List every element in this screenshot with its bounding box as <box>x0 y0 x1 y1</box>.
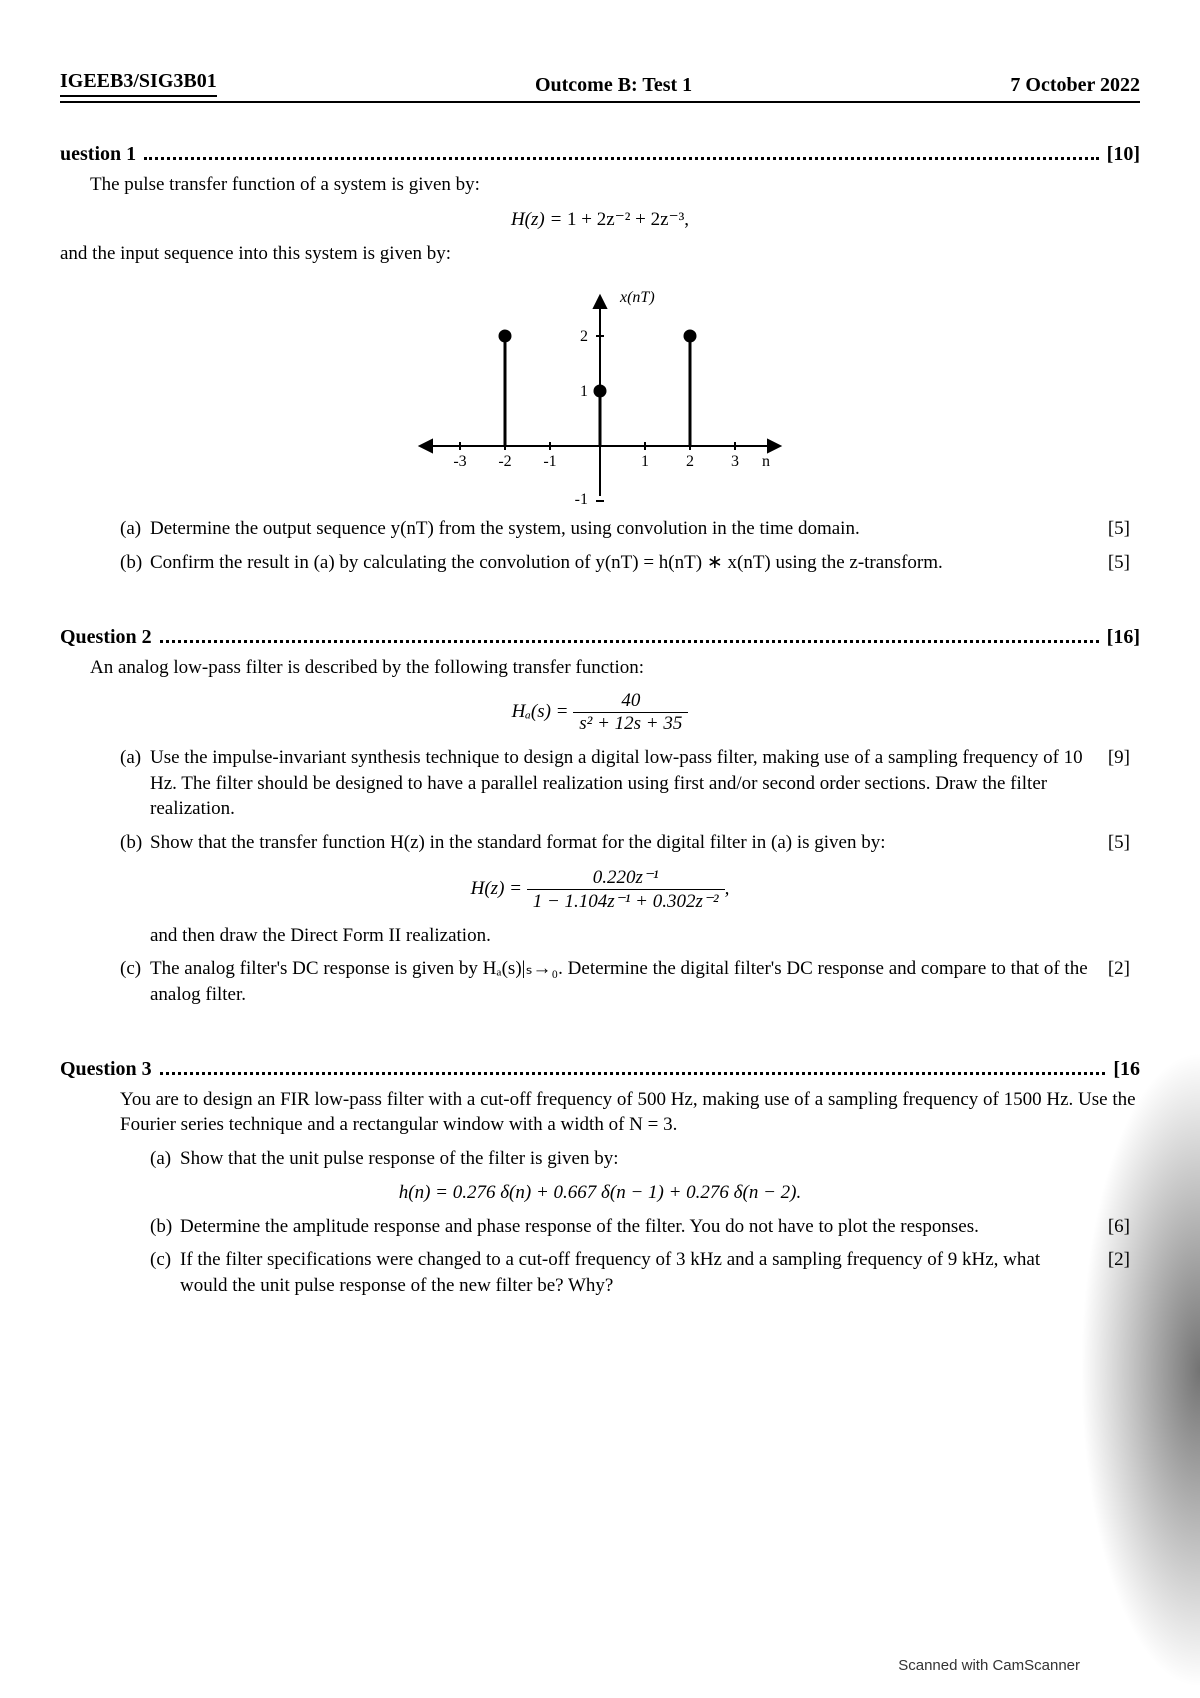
svg-text:-1: -1 <box>543 453 556 470</box>
x-ticks: -3 -2 -1 1 2 3 <box>453 453 739 470</box>
y-axis-arrow <box>594 296 606 308</box>
svg-text:2: 2 <box>580 328 588 345</box>
q2a-text: Use the impulse-invariant synthesis tech… <box>150 745 1090 822</box>
q1-stem-plot: x(nT) n -3 -2 -1 1 2 3 1 <box>390 276 810 506</box>
y-axis-label: x(nT) <box>619 289 655 306</box>
q3-intro: You are to design an FIR low-pass filter… <box>60 1087 1140 1138</box>
question-2-label: Question 2 <box>60 626 152 649</box>
q3b-marks: [6] <box>1090 1214 1130 1240</box>
q1-intro-2: and the input sequence into this system … <box>60 241 1140 267</box>
q3-part-c: (c) If the filter specifications were ch… <box>60 1247 1140 1298</box>
q2-part-b: (b) Show that the transfer function H(z)… <box>60 830 1140 856</box>
q2b-eq-lhs: H(z) = <box>471 878 522 899</box>
q1b-label: (b) <box>120 550 150 576</box>
q1-part-a: (a) Determine the output sequence y(nT) … <box>60 516 1140 542</box>
q2b-eq-frac: 0.220z⁻¹ 1 − 1.104z⁻¹ + 0.302z⁻² <box>527 866 725 913</box>
q2b-text-pre: Show that the transfer function H(z) in … <box>150 830 1090 856</box>
course-code: IGEEB3/SIG3B01 <box>60 70 217 97</box>
svg-text:-2: -2 <box>498 453 511 470</box>
q2-eq-frac: 40 s² + 12s + 35 <box>573 690 688 735</box>
q1-eq1-lhs: H(z) = <box>511 209 562 230</box>
q3c-label: (c) <box>150 1247 180 1298</box>
q1a-marks: [5] <box>1090 516 1130 542</box>
q2b-label: (b) <box>120 830 150 856</box>
q3-part-a: (a) Show that the unit pulse response of… <box>60 1146 1140 1172</box>
question-3-header: Question 3 [16 <box>60 1058 1140 1081</box>
q2b-text-post: and then draw the Direct Form II realiza… <box>60 923 1140 949</box>
q2a-marks: [9] <box>1090 745 1130 822</box>
svg-text:3: 3 <box>731 453 739 470</box>
q2-equation: Hₐ(s) = 40 s² + 12s + 35 <box>60 690 1140 735</box>
q3b-label: (b) <box>150 1214 180 1240</box>
q2b-marks: [5] <box>1090 830 1130 856</box>
q2-part-a: (a) Use the impulse-invariant synthesis … <box>60 745 1140 822</box>
q3b-text: Determine the amplitude response and pha… <box>180 1214 1090 1240</box>
q1-eq1-rhs: 1 + 2z⁻² + 2z⁻³, <box>567 209 689 230</box>
q1-part-b: (b) Confirm the result in (a) by calcula… <box>60 550 1140 576</box>
q3-part-b: (b) Determine the amplitude response and… <box>60 1214 1140 1240</box>
x-axis-arrow <box>768 440 780 452</box>
q3-equation: h(n) = 0.276 δ(n) + 0.667 δ(n − 1) + 0.2… <box>60 1182 1140 1204</box>
question-3-marks: [16 <box>1113 1058 1140 1081</box>
test-date: 7 October 2022 <box>1010 74 1140 97</box>
q1-intro: The pulse transfer function of a system … <box>60 172 1140 198</box>
q1a-label: (a) <box>120 516 150 542</box>
q2-part-c: (c) The analog filter's DC response is g… <box>60 956 1140 1007</box>
q2c-marks: [2] <box>1090 956 1130 1007</box>
svg-text:-3: -3 <box>453 453 466 470</box>
q1b-marks: [5] <box>1090 550 1130 576</box>
svg-text:1: 1 <box>580 383 588 400</box>
x-axis-arrow-left <box>420 440 432 452</box>
q2-eq-num: 40 <box>573 690 688 712</box>
q1-equation-1: H(z) = 1 + 2z⁻² + 2z⁻³, <box>60 208 1140 231</box>
q1b-text: Confirm the result in (a) by calculating… <box>150 550 1090 576</box>
question-1-header: uestion 1 [10] <box>60 143 1140 166</box>
question-3-label: Question 3 <box>60 1058 152 1081</box>
q2c-label: (c) <box>120 956 150 1007</box>
q3a-label: (a) <box>150 1146 180 1172</box>
q3a-marks <box>1090 1146 1130 1172</box>
dot-leader <box>160 1072 1106 1075</box>
svg-text:1: 1 <box>641 453 649 470</box>
q3c-text: If the filter specifications were change… <box>180 1247 1090 1298</box>
q3c-marks: [2] <box>1090 1247 1130 1298</box>
q2c-text: The analog filter's DC response is given… <box>150 956 1090 1007</box>
exam-page: IGEEB3/SIG3B01 Outcome B: Test 1 7 Octob… <box>0 0 1200 1698</box>
q2b-eq-den: 1 − 1.104z⁻¹ + 0.302z⁻² <box>527 889 725 913</box>
x-axis-label: n <box>762 453 770 470</box>
q2-eq-den: s² + 12s + 35 <box>573 712 688 735</box>
dot-leader <box>144 157 1099 160</box>
q2b-equation: H(z) = 0.220z⁻¹ 1 − 1.104z⁻¹ + 0.302z⁻² … <box>60 866 1140 913</box>
dot-leader <box>160 640 1099 643</box>
q1a-text: Determine the output sequence y(nT) from… <box>150 516 1090 542</box>
q3a-text: Show that the unit pulse response of the… <box>180 1146 1090 1172</box>
svg-text:2: 2 <box>686 453 694 470</box>
test-title: Outcome B: Test 1 <box>217 74 1011 97</box>
q2a-label: (a) <box>120 745 150 822</box>
scan-watermark: Scanned with CamScanner <box>898 1657 1080 1674</box>
y-ticks: 1 2 -1 <box>575 328 588 506</box>
question-1-label: uestion 1 <box>60 143 136 166</box>
question-1-marks: [10] <box>1107 143 1140 166</box>
question-2-header: Question 2 [16] <box>60 626 1140 649</box>
svg-text:-1: -1 <box>575 491 588 506</box>
q2b-eq-num: 0.220z⁻¹ <box>527 866 725 889</box>
q2-eq-lhs: Hₐ(s) = <box>512 701 569 722</box>
q2-intro: An analog low-pass filter is described b… <box>60 655 1140 681</box>
question-2-marks: [16] <box>1107 626 1140 649</box>
stems <box>500 331 695 446</box>
page-header: IGEEB3/SIG3B01 Outcome B: Test 1 7 Octob… <box>60 70 1140 103</box>
